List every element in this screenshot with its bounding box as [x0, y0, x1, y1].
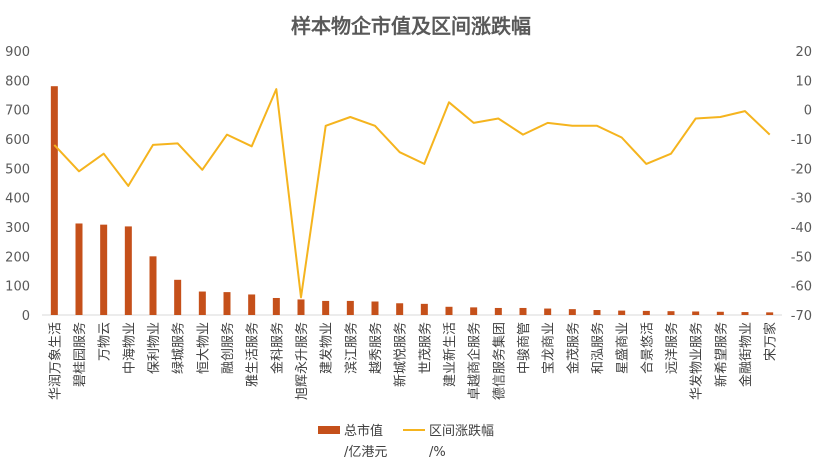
bar — [470, 307, 478, 315]
bar — [692, 311, 700, 315]
category-label: 新城悦服务 — [393, 322, 409, 387]
legend-bar-label: 总市值 — [344, 423, 383, 439]
left-axis-tick: 300 — [5, 221, 30, 236]
category-label: 华润万象生活 — [48, 322, 63, 400]
category-label: 远洋服务 — [664, 322, 680, 374]
category-label: 万物云 — [98, 322, 113, 361]
right-axis-tick: -70 — [791, 309, 812, 324]
left-axis-tick: 100 — [5, 280, 30, 295]
bar — [445, 306, 453, 315]
legend: 总市值 /亿港元 区间涨跌幅 /% — [318, 423, 494, 460]
category-label: 中海物业 — [122, 322, 137, 374]
bar — [272, 297, 280, 315]
left-axis-tick: 700 — [5, 104, 30, 119]
bar — [149, 256, 157, 315]
bar — [618, 310, 626, 315]
line-series — [53, 88, 771, 299]
category-label: 保利物业 — [147, 322, 162, 374]
category-label: 金科服务 — [269, 322, 285, 374]
right-axis-tick: 0 — [804, 104, 812, 119]
category-label: 融创服务 — [220, 322, 236, 374]
legend-bar-unit: /亿港元 — [344, 445, 387, 460]
legend-bar-swatch — [318, 426, 340, 434]
right-axis-ticks: -70 -60 -50 -40 -30 -20 -10 0 10 20 — [791, 45, 812, 324]
bar — [396, 303, 404, 315]
bar — [766, 312, 774, 315]
category-label: 滨江服务 — [343, 322, 359, 374]
category-label: 碧桂园服务 — [72, 322, 88, 387]
category-label: 和泓服务 — [590, 322, 606, 374]
left-axis-ticks: 0 100 200 300 400 500 600 700 800 900 — [5, 45, 30, 324]
bar — [494, 307, 502, 315]
right-axis-tick: -30 — [791, 192, 812, 207]
category-label: 绿城服务 — [171, 322, 187, 374]
category-label: 越秀服务 — [368, 322, 384, 374]
left-axis-tick: 500 — [5, 162, 30, 177]
bar — [75, 223, 83, 315]
category-label: 金茂服务 — [565, 322, 581, 374]
bar — [50, 86, 58, 315]
left-axis-tick: 0 — [22, 309, 30, 324]
bar — [297, 299, 305, 315]
category-label: 宋万家 — [763, 322, 779, 361]
bar — [322, 300, 330, 315]
bar — [124, 226, 132, 315]
category-label: 中骏商管 — [517, 322, 532, 374]
category-label: 世茂服务 — [417, 322, 433, 374]
legend-line-unit: /% — [429, 445, 446, 460]
category-label: 卓越商企服务 — [467, 322, 483, 400]
left-axis-tick: 900 — [5, 45, 30, 60]
category-label: 恒大物业 — [196, 322, 211, 374]
left-axis-tick: 600 — [5, 133, 30, 148]
bar — [544, 308, 552, 315]
category-label: 金融街物业 — [738, 322, 754, 387]
category-labels: 华润万象生活 碧桂园服务 万物云 中海物业 保利物业 绿城服务 恒大物业 融创服务 雅生活服务金… — [48, 322, 778, 400]
bar — [741, 312, 749, 315]
right-axis-tick: 10 — [795, 74, 812, 89]
chart-title: 样本物企市值及区间涨跌幅 — [291, 14, 531, 38]
category-label: 合景悠活 — [640, 322, 655, 374]
right-axis-tick: -50 — [791, 250, 812, 265]
bar — [223, 292, 231, 315]
right-axis-tick: -20 — [791, 162, 812, 177]
category-label: 新希望服务 — [713, 322, 729, 387]
right-axis-tick: -10 — [791, 133, 812, 148]
category-label: 建发物业 — [319, 322, 335, 374]
bar — [371, 301, 379, 315]
bar — [642, 310, 650, 315]
bar — [593, 310, 601, 315]
category-label: 星盛商业 — [616, 322, 631, 374]
bar — [198, 291, 206, 315]
category-label: 建业新生活 — [442, 322, 458, 387]
bar — [174, 279, 182, 315]
right-axis-tick: -40 — [791, 221, 812, 236]
bar — [248, 294, 256, 315]
bar — [667, 311, 675, 315]
right-axis-tick: -60 — [791, 280, 812, 295]
category-label: 德信服务集团 — [491, 322, 507, 400]
bar — [568, 309, 576, 315]
category-label: 华发物业服务 — [689, 322, 705, 400]
category-label: 旭辉永升服务 — [294, 322, 310, 400]
bar — [716, 311, 724, 315]
left-axis-tick: 200 — [5, 250, 30, 265]
category-label: 雅生活服务 — [245, 322, 261, 387]
bar — [346, 300, 354, 315]
left-axis-tick: 400 — [5, 192, 30, 207]
bar — [420, 303, 428, 315]
right-axis-tick: 20 — [795, 45, 812, 60]
legend-line-label: 区间涨跌幅 — [429, 423, 494, 439]
series-line — [53, 88, 771, 299]
bar-series — [50, 86, 774, 315]
bar — [519, 307, 527, 315]
bar — [100, 224, 108, 315]
left-axis-tick: 800 — [5, 74, 30, 89]
category-label: 宝龙商业 — [542, 322, 557, 374]
